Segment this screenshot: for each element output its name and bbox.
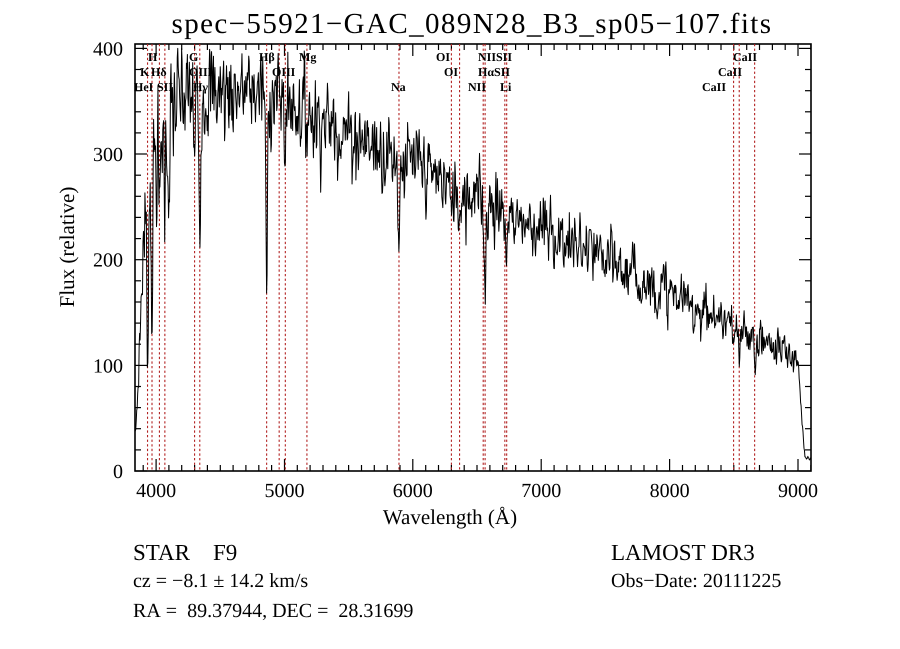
svg-text:8000: 8000	[650, 480, 690, 502]
svg-text:7000: 7000	[521, 480, 561, 502]
svg-text:0: 0	[113, 461, 123, 483]
svg-text:200: 200	[93, 250, 123, 272]
svg-text:6000: 6000	[393, 480, 433, 502]
svg-text:100: 100	[93, 355, 123, 377]
svg-text:4000: 4000	[136, 480, 176, 502]
svg-text:9000: 9000	[778, 480, 818, 502]
svg-text:5000: 5000	[265, 480, 305, 502]
svg-text:400: 400	[93, 38, 123, 60]
svg-text:300: 300	[93, 144, 123, 166]
